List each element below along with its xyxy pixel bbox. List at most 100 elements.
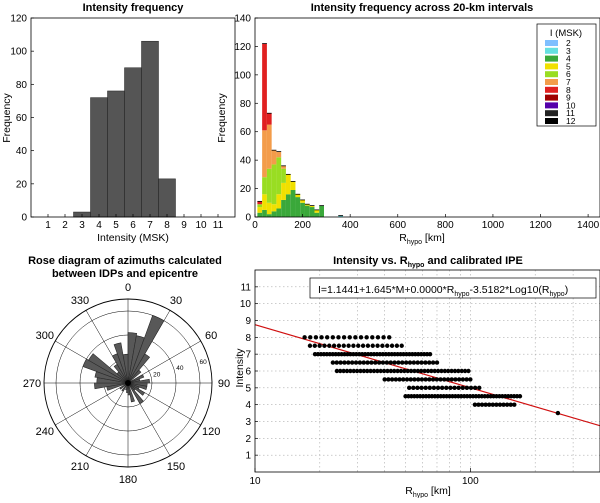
data-point: [398, 368, 404, 374]
x-tick-label: 600: [389, 220, 406, 231]
y-tick-label: 6: [245, 367, 251, 378]
y-tick-label: 120: [234, 42, 251, 53]
bar-segment-i7: [262, 130, 267, 178]
bar-segment-i5: [257, 207, 263, 213]
legend-label-7: 7: [566, 77, 571, 87]
data-point: [448, 385, 453, 391]
data-point: [330, 360, 336, 365]
rose-sector: [127, 374, 145, 384]
data-point: [430, 360, 436, 365]
y-tick-label: 5: [245, 383, 251, 394]
data-point: [439, 385, 445, 391]
data-point: [412, 368, 417, 374]
data-point: [354, 368, 360, 374]
bar-segment-i4: [285, 194, 291, 217]
data-point: [476, 402, 481, 407]
x-tick-label: 7: [147, 220, 153, 231]
data-point: [322, 343, 327, 348]
legend-swatch-7: [545, 79, 558, 85]
data-point: [401, 377, 406, 382]
chart-title: Intensity frequency: [83, 2, 185, 14]
data-point: [347, 335, 352, 340]
bar-segment-i6: [276, 157, 282, 195]
data-point: [358, 335, 364, 340]
legend-label-4: 4: [566, 54, 571, 64]
data-point: [459, 368, 464, 374]
angle-label: 330: [71, 295, 89, 307]
data-point: [427, 351, 433, 357]
bar-intensity-8: [158, 178, 176, 218]
radial-tick-label: 60: [199, 359, 207, 366]
data-point: [415, 368, 421, 374]
rose-sector: [94, 382, 129, 390]
data-point: [360, 343, 366, 348]
angle-label: 270: [23, 378, 41, 390]
x-axis-label: Intensity (MSK): [97, 232, 169, 244]
bar-segment-i8: [262, 43, 267, 131]
data-point: [445, 377, 451, 382]
data-point: [375, 343, 380, 348]
bar-segment-i4: [300, 202, 305, 217]
data-point: [381, 335, 386, 340]
x-tick-label: 1200: [529, 220, 552, 231]
data-point: [460, 377, 466, 382]
data-point: [452, 368, 458, 374]
data-point: [380, 343, 385, 348]
bar-segment-i4: [309, 207, 315, 217]
y-tick-label: 20: [16, 179, 28, 190]
legend-swatch-8: [545, 86, 558, 93]
data-point: [336, 335, 341, 340]
y-axis-label: Frequency: [1, 92, 13, 142]
rose-sector: [127, 382, 131, 396]
distance-frequency-chart: Intensity frequency across 20-km interva…: [216, 2, 600, 246]
legend-swatch-6: [545, 71, 558, 78]
data-point: [464, 385, 470, 391]
data-point: [462, 368, 468, 374]
y-tick-label: 80: [16, 80, 28, 91]
equation-box: I=1.1441+1.645*M+0.0000*Rhypo-3.5182*Log…: [309, 277, 597, 299]
angle-label: 90: [218, 378, 230, 390]
angle-label: 300: [36, 330, 54, 342]
angle-label: 240: [36, 426, 54, 438]
rose-sector: [113, 342, 129, 384]
legend-title: I (MSK): [550, 28, 582, 39]
bar-segment-i8: [266, 113, 272, 125]
data-point: [348, 368, 353, 374]
bar-segment-i4: [290, 189, 296, 217]
bar-segment-i5: [290, 181, 296, 190]
data-point: [442, 368, 448, 374]
chart-title-line-1: Rose diagram of azimuths calculated: [28, 255, 222, 267]
angle-label: 30: [170, 295, 182, 307]
data-point: [456, 385, 461, 391]
y-tick-label: 40: [16, 146, 28, 157]
angle-label: 150: [167, 461, 185, 473]
data-point: [453, 377, 458, 382]
y-tick-label: 60: [16, 113, 28, 124]
legend-label-2: 2: [566, 38, 571, 48]
data-point: [342, 360, 347, 365]
bar-segment-i7: [271, 150, 277, 165]
data-point: [392, 368, 397, 374]
data-point: [341, 368, 346, 374]
data-point: [408, 368, 414, 374]
angle-label: 120: [202, 426, 220, 438]
y-tick-label: 100: [10, 47, 27, 58]
azimuth-rose-diagram: Rose diagram of azimuths calculated betw…: [23, 255, 230, 486]
data-point: [517, 394, 523, 399]
data-point: [381, 368, 387, 374]
data-point: [385, 343, 390, 348]
data-point: [389, 377, 395, 382]
x-tick-label: 1: [45, 220, 51, 231]
data-point: [483, 402, 488, 407]
data-point: [504, 402, 510, 407]
bar-segment-i5: [309, 205, 315, 208]
rose-sector: [127, 378, 150, 384]
bar-segment-i5: [266, 202, 272, 215]
data-point: [405, 368, 410, 374]
bar-segment-i8: [257, 201, 263, 205]
data-point: [425, 368, 431, 374]
data-point: [402, 368, 407, 374]
rose-sector: [127, 369, 142, 384]
legend-swatch-11: [545, 110, 558, 117]
bar-segment-i4: [266, 214, 272, 217]
